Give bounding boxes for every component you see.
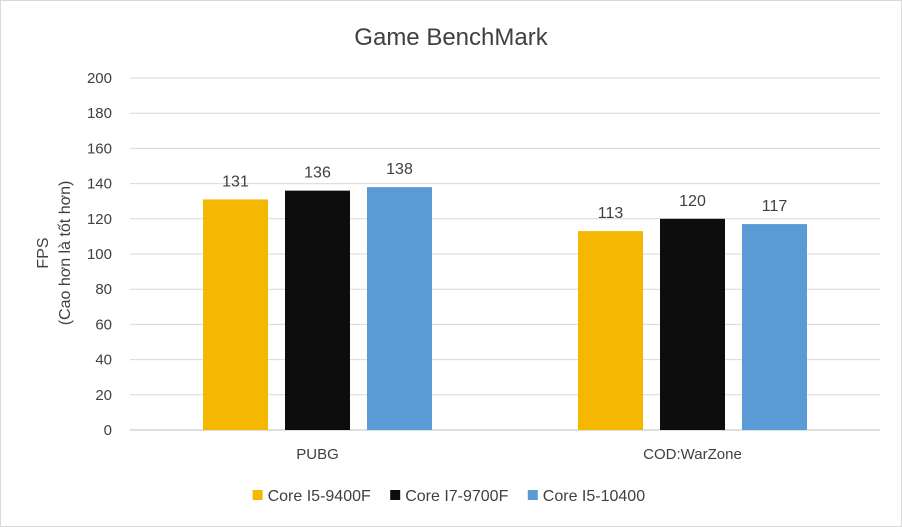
- bar: [285, 190, 350, 430]
- y-tick-label: 100: [87, 246, 112, 263]
- bar: [660, 218, 725, 430]
- data-label: 138: [386, 161, 413, 178]
- legend-label: Core I7-9700F: [405, 488, 508, 505]
- data-label: 136: [304, 165, 331, 182]
- y-tick-label: 140: [87, 176, 112, 193]
- legend-label: Core I5-10400: [543, 488, 645, 505]
- y-tick-label: 60: [95, 316, 112, 333]
- y-tick-label: 120: [87, 211, 112, 228]
- data-label: 120: [679, 193, 706, 210]
- data-label: 117: [762, 198, 788, 215]
- y-tick-label: 0: [104, 422, 112, 439]
- y-tick-label: 40: [95, 352, 112, 369]
- data-labels: 131 136 138 113 120 117: [222, 161, 787, 222]
- legend-swatch: [390, 490, 401, 500]
- y-axis-label-line1: FPS: [35, 237, 52, 268]
- bar: [742, 224, 807, 430]
- legend-swatch: [527, 490, 538, 500]
- legend: Core I5-9400F Core I7-9700F Core I5-10400: [252, 488, 645, 505]
- y-tick-label: 80: [95, 281, 112, 298]
- y-tick-label: 160: [87, 140, 112, 157]
- bar: [203, 199, 268, 430]
- y-tick-label: 180: [87, 105, 112, 122]
- y-tick-label: 20: [95, 387, 112, 404]
- y-axis-ticks: 0 20 40 60 80 100 120 140 160 180 200: [87, 70, 112, 439]
- category-label: COD:WarZone: [643, 446, 742, 463]
- y-axis-label-line2: (Cao hơn là tốt hơn): [57, 181, 74, 326]
- bar: [367, 187, 432, 430]
- data-label: 131: [222, 173, 249, 190]
- category-label: PUBG: [296, 446, 339, 463]
- bar: [578, 231, 643, 430]
- data-label: 113: [598, 205, 624, 222]
- legend-swatch: [252, 490, 263, 500]
- chart-title: Game BenchMark: [354, 24, 548, 51]
- legend-label: Core I5-9400F: [268, 488, 371, 505]
- y-tick-label: 200: [87, 70, 112, 87]
- category-labels: PUBG COD:WarZone: [296, 446, 742, 463]
- bars: [203, 187, 807, 430]
